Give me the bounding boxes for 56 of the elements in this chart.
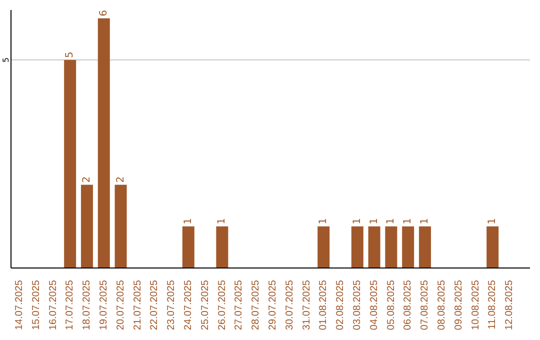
- x-tick-label: 26.07.2025: [216, 280, 228, 330]
- x-tick-label: 07.08.2025: [420, 280, 431, 330]
- bar: [385, 226, 398, 268]
- x-tick-label: 23.07.2025: [166, 280, 178, 330]
- data-label: 1: [182, 218, 194, 224]
- data-label: 1: [487, 218, 498, 224]
- x-tick-label: 22.07.2025: [149, 280, 160, 330]
- x-tick-label: 04.08.2025: [368, 280, 380, 330]
- data-label: 6: [98, 10, 110, 16]
- x-tick-label: 19.07.2025: [98, 280, 110, 330]
- data-label: 1: [419, 218, 430, 224]
- data-label: 2: [81, 176, 92, 183]
- x-tick-label: 30.07.2025: [284, 280, 296, 330]
- x-tick-label: 25.07.2025: [200, 280, 211, 330]
- x-tick-label: 28.07.2025: [250, 280, 262, 330]
- x-tick-label: 01.08.2025: [318, 280, 330, 330]
- bar: [318, 226, 330, 268]
- x-tick-label: 05.08.2025: [386, 280, 397, 330]
- x-tick-label: 18.07.2025: [82, 280, 93, 330]
- x-tick-label: 29.07.2025: [267, 280, 278, 330]
- bar: [486, 226, 499, 268]
- x-tick-label: 17.07.2025: [64, 280, 76, 330]
- bar: [114, 184, 127, 268]
- data-label: 1: [318, 218, 330, 224]
- x-tick-label: 24.07.2025: [182, 280, 194, 330]
- x-tick-label: 15.07.2025: [30, 280, 42, 330]
- x-tick-label: 14.07.2025: [14, 280, 25, 330]
- x-tick-label: 08.08.2025: [436, 280, 448, 330]
- bar: [182, 226, 194, 268]
- x-tick-label: 27.07.2025: [234, 280, 245, 330]
- data-label: 1: [216, 218, 228, 224]
- bar: [98, 18, 110, 268]
- x-tick-label: 03.08.2025: [352, 280, 363, 330]
- data-label: 1: [368, 218, 380, 224]
- x-tick-label: 20.07.2025: [115, 280, 126, 330]
- data-label: 5: [64, 52, 76, 58]
- bar: [64, 60, 76, 268]
- x-tick-label: 12.08.2025: [504, 280, 516, 330]
- x-tick-label: 10.08.2025: [470, 280, 482, 330]
- bar: [216, 226, 228, 268]
- x-tick-label: 06.08.2025: [402, 280, 414, 330]
- bar: [368, 226, 380, 268]
- x-tick-label: 02.08.2025: [335, 280, 346, 330]
- bar: [80, 184, 93, 268]
- data-label: 2: [115, 176, 126, 183]
- data-label: 1: [352, 218, 363, 224]
- data-label: 1: [402, 218, 414, 224]
- x-tick-label: 16.07.2025: [48, 280, 59, 330]
- bar: [351, 226, 364, 268]
- data-label: 1: [386, 218, 397, 224]
- bar: [402, 226, 414, 268]
- bar: [418, 226, 431, 268]
- x-tick-label: 11.08.2025: [487, 280, 498, 330]
- x-tick-label: 09.08.2025: [453, 280, 464, 330]
- x-tick-label: 31.07.2025: [301, 280, 312, 330]
- x-tick-label: 21.07.2025: [132, 280, 144, 330]
